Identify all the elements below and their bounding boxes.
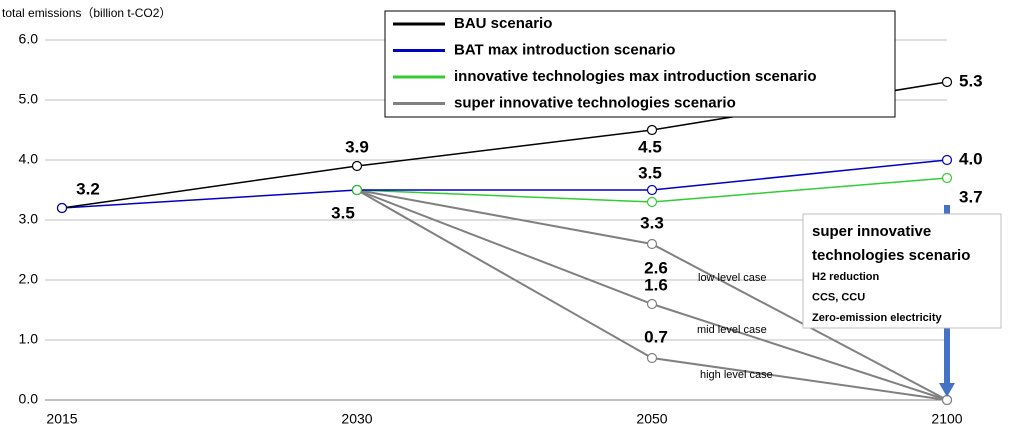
- y-tick-label: 2.0: [19, 271, 39, 287]
- data-point: [351, 184, 363, 196]
- case-label: mid level case: [697, 324, 767, 336]
- legend-label: BAT max introduction scenario: [454, 41, 675, 58]
- data-point: [941, 172, 953, 184]
- data-point: [646, 196, 658, 208]
- data-label: 4.5: [638, 137, 662, 156]
- data-label: 5.3: [959, 71, 983, 90]
- legend-box: [384, 10, 896, 118]
- annotation-item: Zero-emission electricity: [812, 312, 942, 324]
- data-point: [646, 298, 658, 310]
- data-point: [351, 160, 363, 172]
- x-tick-label: 2050: [636, 411, 667, 427]
- y-tick-label: 3.0: [19, 211, 39, 227]
- data-label: 3.3: [640, 213, 664, 232]
- legend-label: innovative technologies max introduction…: [454, 68, 817, 85]
- x-tick-label: 2100: [931, 411, 962, 427]
- case-label: low level case: [698, 272, 766, 284]
- annotation-item: CCS, CCU: [812, 291, 865, 303]
- data-point: [646, 124, 658, 136]
- legend-label: BAU scenario: [454, 15, 552, 32]
- y-tick-label: 6.0: [19, 31, 39, 47]
- data-label: 2.6: [644, 258, 668, 277]
- y-tick-label: 1.0: [19, 331, 39, 347]
- data-label: 3.2: [76, 179, 100, 198]
- legend-label: super innovative technologies scenario: [454, 94, 736, 111]
- data-label: 3.5: [638, 163, 662, 182]
- annotation-title: super innovative: [812, 223, 931, 240]
- y-tick-label: 0.0: [19, 391, 39, 407]
- data-label: 0.7: [644, 327, 668, 346]
- case-label: high level case: [700, 369, 773, 381]
- y-tick-label: 5.0: [19, 91, 39, 107]
- data-point: [941, 76, 953, 88]
- annotation-item: H2 reduction: [812, 271, 880, 283]
- x-tick-label: 2030: [341, 411, 372, 427]
- data-label: 1.6: [644, 275, 668, 294]
- series-line: [61, 159, 948, 209]
- y-tick-label: 4.0: [19, 151, 39, 167]
- x-tick-label: 2015: [46, 411, 77, 427]
- data-point: [646, 352, 658, 364]
- data-point: [646, 238, 658, 250]
- data-label: 3.7: [959, 187, 983, 206]
- data-label: 4.0: [959, 149, 983, 168]
- data-point: [941, 154, 953, 166]
- arrow-head: [939, 383, 955, 397]
- y-axis-label: total emissions（billion t-CO2）: [2, 6, 171, 20]
- data-point: [646, 184, 658, 196]
- data-point: [56, 202, 68, 214]
- data-label: 3.9: [345, 137, 369, 156]
- data-label: 3.5: [331, 203, 355, 222]
- annotation-box: [802, 213, 1002, 329]
- annotation-title: technologies scenario: [812, 247, 970, 264]
